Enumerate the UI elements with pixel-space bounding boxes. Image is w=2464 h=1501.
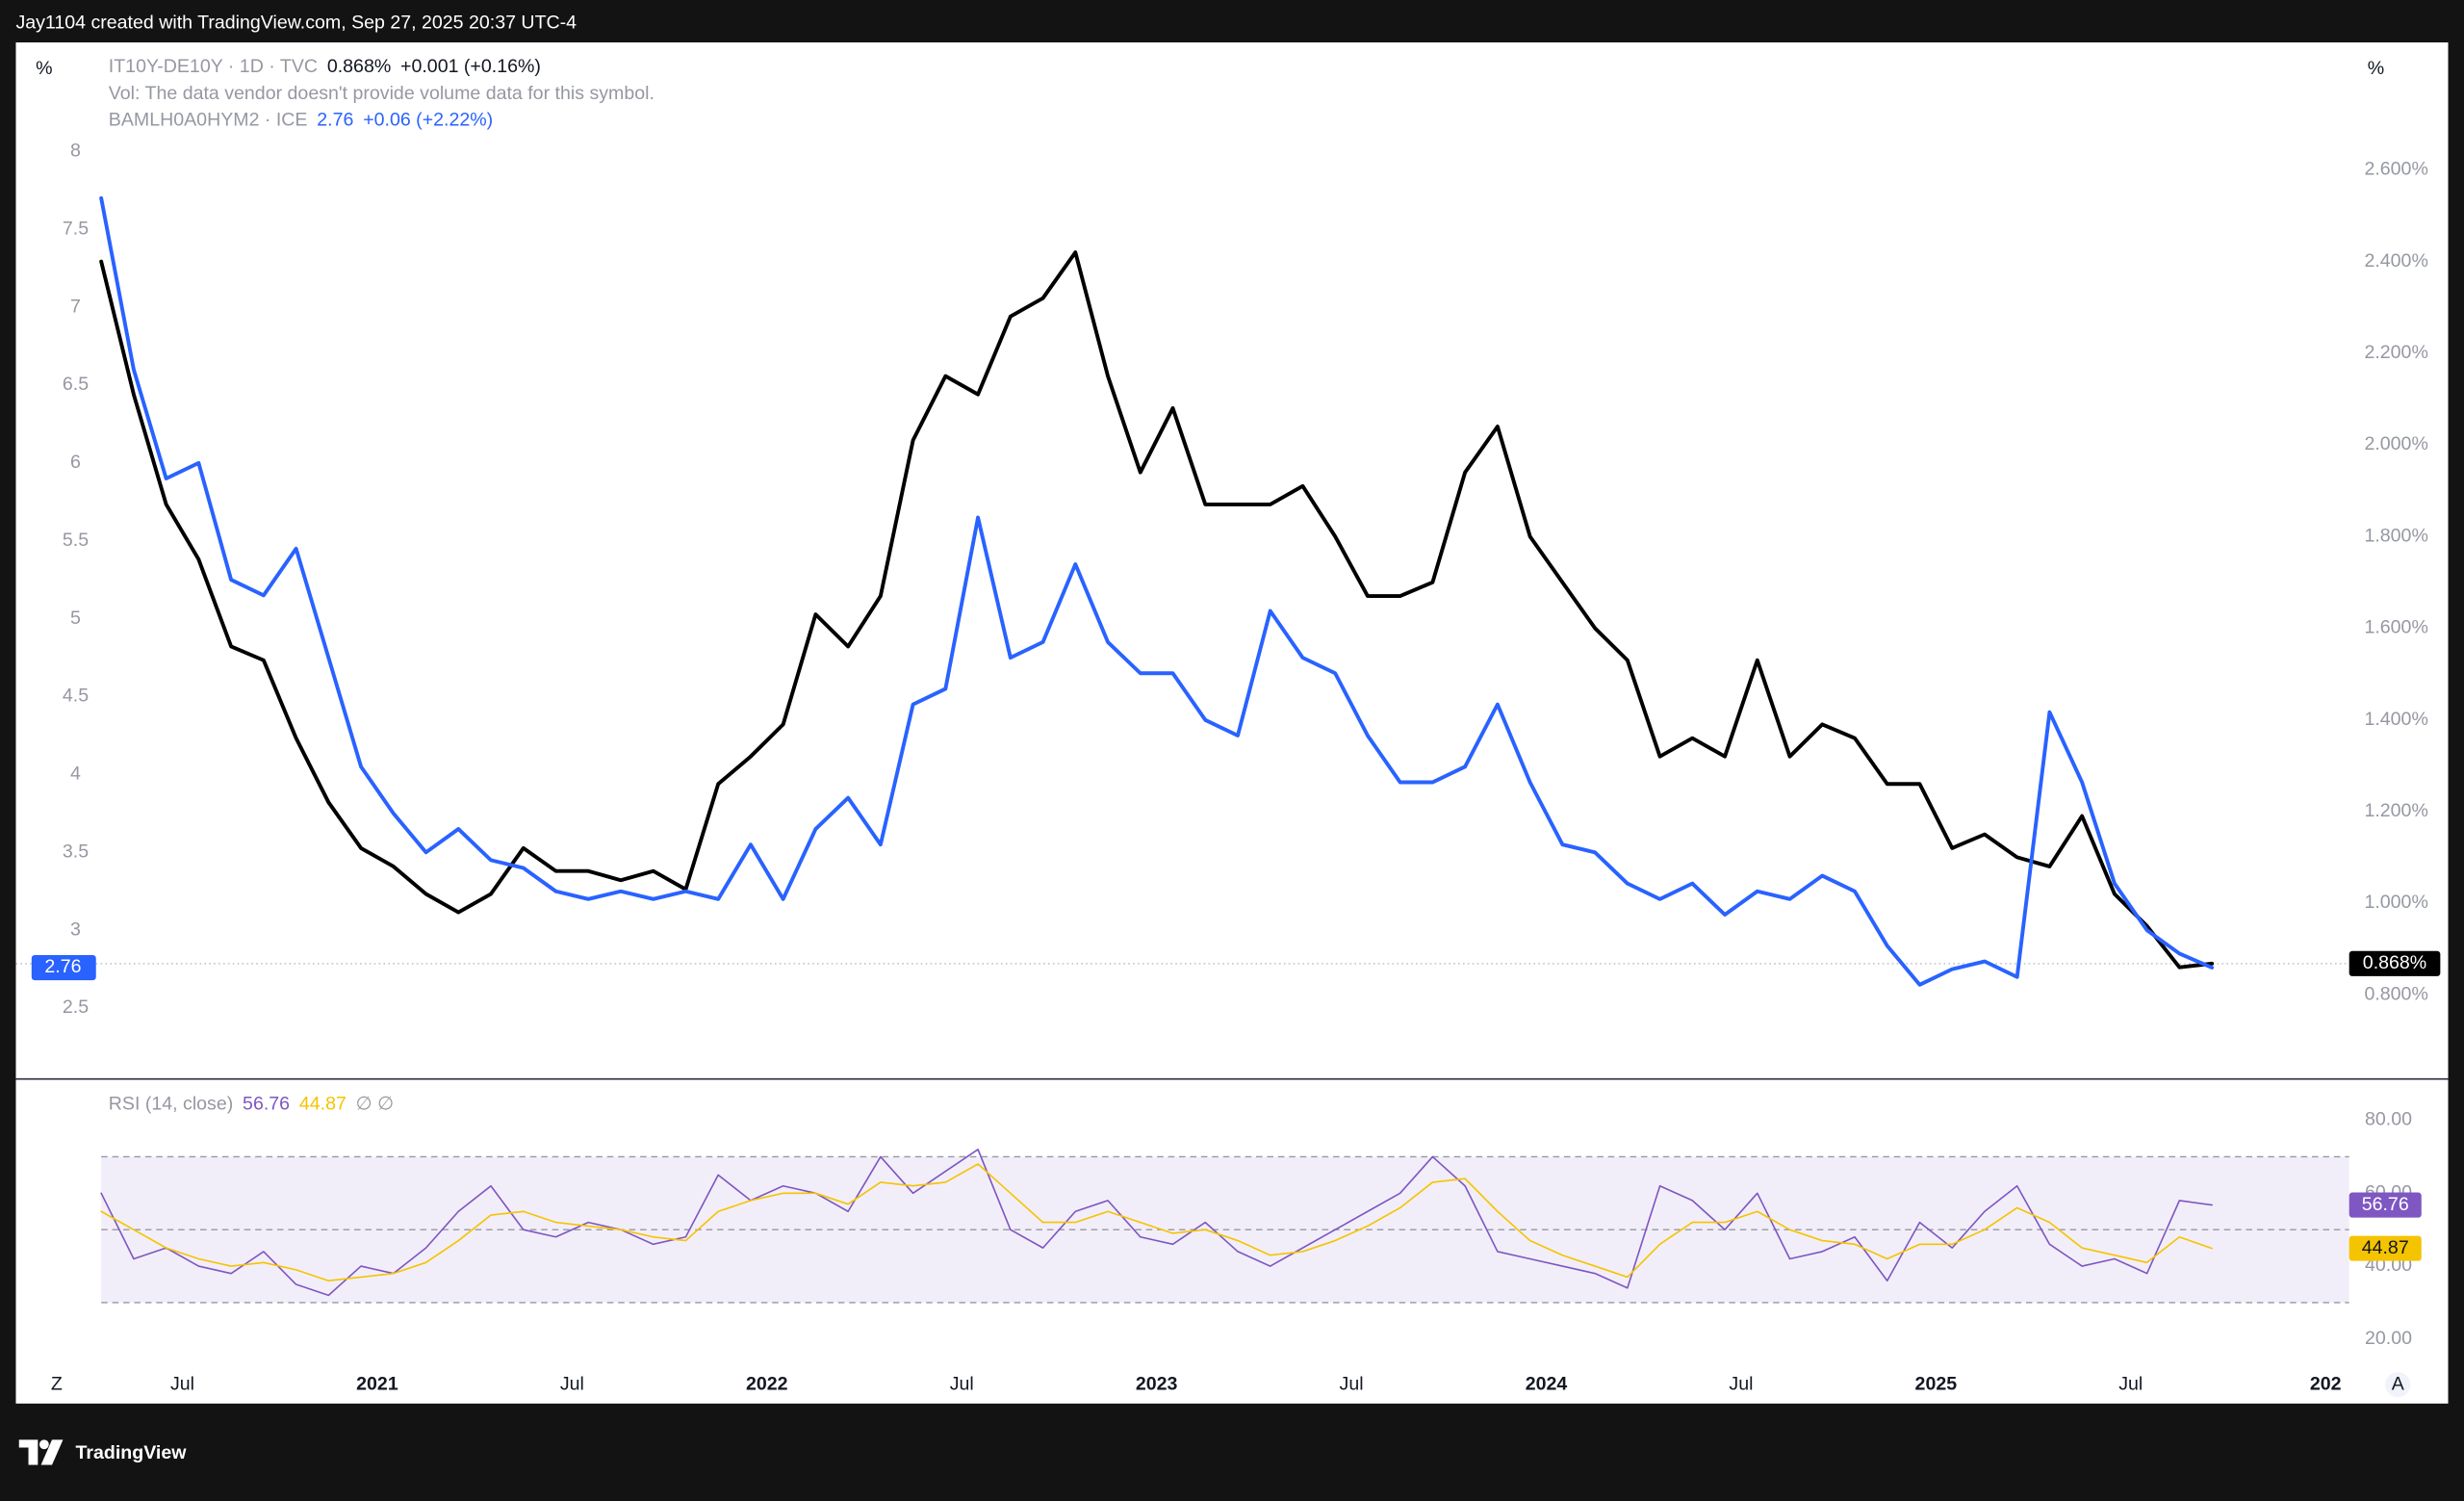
legend-item: ∅ ∅ bbox=[356, 1094, 395, 1115]
y-tick-label: 6 bbox=[70, 452, 81, 473]
chart-panel bbox=[15, 42, 2449, 1404]
y2-tick-label: 1.000% bbox=[2364, 892, 2427, 913]
x-tick-label: 2021 bbox=[356, 1373, 398, 1394]
last-value-label: 0.868% bbox=[2363, 952, 2426, 973]
series-group bbox=[99, 195, 2215, 987]
legend-item: 2.76 bbox=[317, 110, 353, 131]
rsi-last-tag bbox=[2348, 1192, 2422, 1218]
rsi-last-tag bbox=[2348, 1235, 2422, 1261]
y2-tick-label: 2.000% bbox=[2364, 433, 2427, 454]
legend-item: +0.06 (+2.22%) bbox=[363, 110, 493, 131]
x-tick-label: Jul bbox=[1340, 1373, 1364, 1394]
header-credit: Jay1104 created with TradingView.com, Se… bbox=[15, 13, 577, 34]
y-tick-label: 5 bbox=[70, 608, 81, 629]
y2-tick-label: 2.600% bbox=[2364, 159, 2427, 180]
x-tick-label: 2024 bbox=[1526, 1373, 1568, 1394]
series-line bbox=[100, 1149, 2213, 1297]
last-value-tag bbox=[2348, 950, 2441, 976]
series-line bbox=[100, 1163, 2213, 1282]
y2-tick-label: 2.400% bbox=[2364, 250, 2427, 272]
brand-name: TradingView bbox=[76, 1442, 188, 1463]
x-tick-label: Jul bbox=[2118, 1373, 2143, 1394]
x-tick-label: Jul bbox=[170, 1373, 194, 1394]
y-tick-label: 8 bbox=[70, 140, 81, 161]
y2-tick-label: 1.400% bbox=[2364, 709, 2427, 730]
y-tick-label: 3 bbox=[70, 919, 81, 940]
auto-scale-button[interactable] bbox=[2385, 1372, 2411, 1398]
y-tick-label: 5.5 bbox=[63, 530, 89, 551]
legend-item: BAMLH0A0HYM2 · ICE bbox=[109, 110, 308, 131]
last-value-tag bbox=[31, 954, 96, 981]
x-tick-label: Jul bbox=[1729, 1373, 1753, 1394]
y2-tick-label: 1.800% bbox=[2364, 525, 2427, 546]
legend-item: 56.76 bbox=[243, 1094, 290, 1115]
y-tick-label: 2.5 bbox=[63, 996, 89, 1018]
legend: Vol: The data vendor doesn't provide vol… bbox=[109, 83, 654, 104]
rsi-last-label: 44.87 bbox=[2362, 1237, 2409, 1258]
auto-scale-label[interactable]: A bbox=[2392, 1373, 2405, 1394]
series-line bbox=[99, 195, 2215, 987]
last-value-label: 2.76 bbox=[44, 956, 81, 977]
x-tick-label: 2022 bbox=[746, 1373, 788, 1394]
y2-tick-label: 1.200% bbox=[2364, 800, 2427, 821]
x-tick-label: 2023 bbox=[1136, 1373, 1178, 1394]
unit-label: % bbox=[36, 58, 52, 79]
y-tick-label: 4 bbox=[70, 763, 81, 785]
legend-item: +0.001 (+0.16%) bbox=[400, 56, 541, 77]
y-tick-label: 7 bbox=[70, 296, 81, 317]
y-tick-label: 3.5 bbox=[63, 841, 89, 862]
y-tick-label: 4.5 bbox=[63, 686, 89, 707]
x-tick-label: 2025 bbox=[1915, 1373, 1958, 1394]
series-group bbox=[100, 1149, 2213, 1297]
unit-label: % bbox=[2368, 58, 2384, 79]
rsi-tick-label: 80.00 bbox=[2365, 1109, 2412, 1130]
legend-item: 0.868% bbox=[327, 56, 391, 77]
legend-item: IT10Y-DE10Y · 1D · TVC bbox=[109, 56, 318, 77]
brand-logo bbox=[18, 1439, 64, 1465]
legend: IT10Y-DE10Y · 1D · TVC 0.868% +0.001 (+0.1… bbox=[109, 56, 541, 77]
series-line bbox=[99, 250, 2215, 970]
y-tick-label: 6.5 bbox=[63, 374, 89, 395]
y2-tick-label: 2.200% bbox=[2364, 342, 2427, 363]
legend: RSI (14, close) 56.76 44.87 ∅ ∅ bbox=[109, 1094, 394, 1115]
scale-button[interactable]: Z bbox=[51, 1373, 63, 1394]
y2-tick-label: 0.800% bbox=[2364, 983, 2427, 1004]
legend-item: Vol: The data vendor doesn't provide vol… bbox=[109, 83, 654, 104]
rsi-last-label: 56.76 bbox=[2362, 1194, 2409, 1215]
legend-item: 44.87 bbox=[299, 1094, 346, 1115]
y-tick-label: 7.5 bbox=[63, 218, 89, 239]
y2-tick-label: 1.600% bbox=[2364, 617, 2427, 638]
legend-item: RSI (14, close) bbox=[109, 1094, 233, 1115]
x-tick-label: Jul bbox=[950, 1373, 974, 1394]
x-tick-label: 202 bbox=[2310, 1373, 2342, 1394]
rsi-tick-label: 20.00 bbox=[2365, 1328, 2412, 1349]
x-tick-label: Jul bbox=[560, 1373, 584, 1394]
legend: BAMLH0A0HYM2 · ICE 2.76 +0.06 (+2.22%) bbox=[109, 110, 493, 131]
